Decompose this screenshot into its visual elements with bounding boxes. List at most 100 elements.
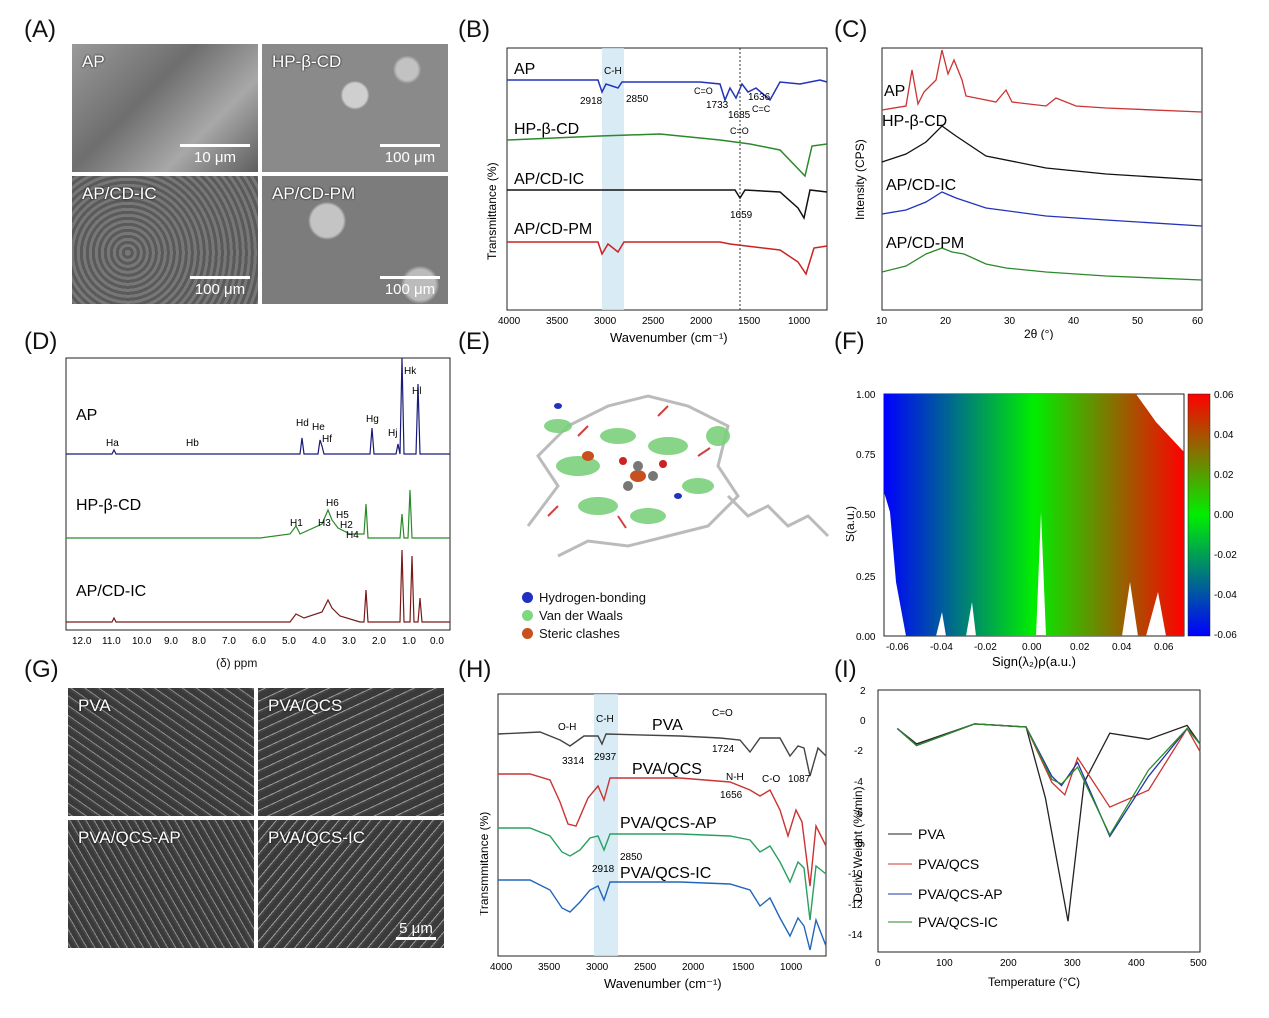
svg-text:100: 100 (936, 958, 953, 969)
svg-text:-0.02: -0.02 (974, 642, 997, 653)
peak-label: H5 (336, 510, 349, 521)
svg-text:60: 60 (1192, 316, 1204, 327)
rdg-scatter-f: 0.00 0.25 0.50 0.75 1.00 -0.06 -0.04 -0.… (846, 390, 1237, 669)
peak-label: H4 (346, 530, 359, 541)
svg-text:-12: -12 (848, 900, 863, 911)
series-label-hpbcd: HP-β-CD (882, 113, 947, 130)
annotation: 1656 (720, 790, 743, 801)
sem-label: PVA/QCS-IC (268, 828, 365, 847)
legend-item: PVA/QCS-IC (918, 914, 998, 930)
panel-letter-c: (C) (834, 16, 868, 43)
svg-text:4.0: 4.0 (312, 636, 326, 647)
svg-text:0.06: 0.06 (1154, 642, 1174, 653)
annotation: C=O (712, 708, 733, 719)
svg-text:0.50: 0.50 (856, 510, 876, 521)
series-line-hpbcd (506, 133, 828, 178)
svg-text:2.0: 2.0 (372, 636, 386, 647)
series-label-apcdic: AP/CD-IC (886, 177, 956, 194)
series-label-pva: PVA (652, 717, 683, 734)
annotation: 1087 (788, 774, 811, 785)
sem-label: AP/CD-PM (272, 184, 356, 203)
panel-letter-b: (B) (458, 16, 490, 43)
legend-item: Van der Waals (522, 608, 646, 623)
svg-text:-0.02: -0.02 (1214, 550, 1237, 561)
y-axis-label: Deriv. Weight (%/min) (851, 786, 865, 902)
sem-label: PVA/QCS-AP (78, 828, 181, 847)
x-ticks: 12.0 11.0 10.0 9.0 8.0 7.0 6.0 5.0 4.0 3… (72, 636, 444, 647)
annotation: 1685 (728, 110, 751, 121)
peak-label: H1 (290, 518, 303, 529)
series-line-apcdic (66, 549, 450, 623)
series-line-ap (507, 79, 828, 103)
x-axis-label: Temperature (°C) (988, 975, 1080, 989)
series-label-apcdic: AP/CD-IC (514, 171, 584, 188)
legend-item: Hydrogen-bonding (522, 590, 646, 605)
panel-letter-f: (F) (834, 328, 865, 355)
peak-label: Hk (404, 366, 417, 377)
svg-text:0.04: 0.04 (1214, 430, 1234, 441)
svg-text:9.0: 9.0 (164, 636, 178, 647)
x-ticks: 10 20 30 40 50 60 (876, 316, 1204, 327)
svg-text:2500: 2500 (634, 962, 657, 973)
svg-text:40: 40 (1068, 316, 1080, 327)
peak-label: Hf (322, 434, 332, 445)
svg-text:-8: -8 (854, 838, 863, 849)
annotation: 1724 (712, 744, 735, 755)
svg-text:6.0: 6.0 (252, 636, 266, 647)
series-line-hpbcd (66, 489, 450, 539)
sem-label: AP (82, 52, 105, 71)
scale-bar: 100 μm (190, 276, 250, 298)
peak-label: Hg (366, 414, 379, 425)
annotation: 3314 (562, 756, 585, 767)
annotation: C-H (604, 66, 622, 77)
svg-text:0: 0 (875, 958, 881, 969)
svg-text:3.0: 3.0 (342, 636, 356, 647)
series-line-pvaqcsic (498, 879, 827, 951)
annotation: 1636 (748, 92, 771, 103)
annotation: 2850 (620, 852, 643, 863)
colorbar-ticks: 0.06 0.04 0.02 0.00 -0.02 -0.04 -0.06 (1214, 390, 1237, 641)
svg-text:3500: 3500 (546, 316, 569, 327)
series-label-ap: AP (76, 407, 97, 424)
svg-text:30: 30 (1004, 316, 1016, 327)
svg-text:0.75: 0.75 (856, 450, 876, 461)
x-ticks: -0.06 -0.04 -0.02 0.00 0.02 0.04 0.06 (886, 642, 1174, 653)
svg-text:2000: 2000 (690, 316, 713, 327)
x-axis-label: Wavenumber (cm⁻¹) (604, 976, 722, 991)
svg-text:5.0: 5.0 (282, 636, 296, 647)
legend-item: PVA/QCS-AP (918, 886, 1003, 902)
svg-text:200: 200 (1000, 958, 1017, 969)
ftir-chart-b: AP HP-β-CD AP/CD-IC AP/CD-PM C-H 2918 28… (485, 47, 828, 345)
svg-text:0.04: 0.04 (1112, 642, 1132, 653)
sem-tile-pvaqcsap: PVA/QCS-AP (68, 820, 254, 948)
svg-text:-0.04: -0.04 (1214, 590, 1237, 601)
series-label-ap: AP (514, 61, 535, 78)
annotation: C-H (596, 714, 614, 725)
scale-bar: 100 μm (380, 276, 440, 298)
series-label-hpbcd: HP-β-CD (76, 497, 141, 514)
series-line-apcdpm (881, 247, 1203, 281)
svg-text:0.00: 0.00 (856, 632, 876, 643)
peak-label: Hj (388, 428, 397, 439)
svg-text:3000: 3000 (594, 316, 617, 327)
panel-letter-e: (E) (458, 328, 490, 355)
sem-tile-pva: PVA (68, 688, 254, 816)
dtg-chart-i: 2 0 -2 -4 -6 -8 -10 -12 -14 0 100 200 30… (848, 686, 1207, 989)
peak-label: Ha (106, 438, 119, 449)
svg-text:-0.04: -0.04 (930, 642, 953, 653)
series-line-pvaqcsic (896, 723, 1201, 837)
y-ticks: 2 0 -2 -4 -6 -8 -10 -12 -14 (848, 686, 866, 941)
scale-bar: 5 μm (396, 920, 436, 942)
series-label-pvaqcs: PVA/QCS (632, 761, 702, 778)
sem-label: PVA/QCS (268, 696, 343, 715)
svg-text:1000: 1000 (788, 316, 811, 327)
molecule-nci-render (526, 394, 830, 558)
svg-text:20: 20 (940, 316, 952, 327)
sem-label: AP/CD-IC (82, 184, 157, 203)
svg-text:-2: -2 (854, 746, 863, 757)
scale-bar: 100 μm (380, 144, 440, 166)
svg-text:500: 500 (1190, 958, 1207, 969)
svg-text:1500: 1500 (732, 962, 755, 973)
ftir-chart-h: PVA PVA/QCS PVA/QCS-AP PVA/QCS-IC O-H 33… (480, 693, 827, 991)
svg-text:0.02: 0.02 (1070, 642, 1090, 653)
